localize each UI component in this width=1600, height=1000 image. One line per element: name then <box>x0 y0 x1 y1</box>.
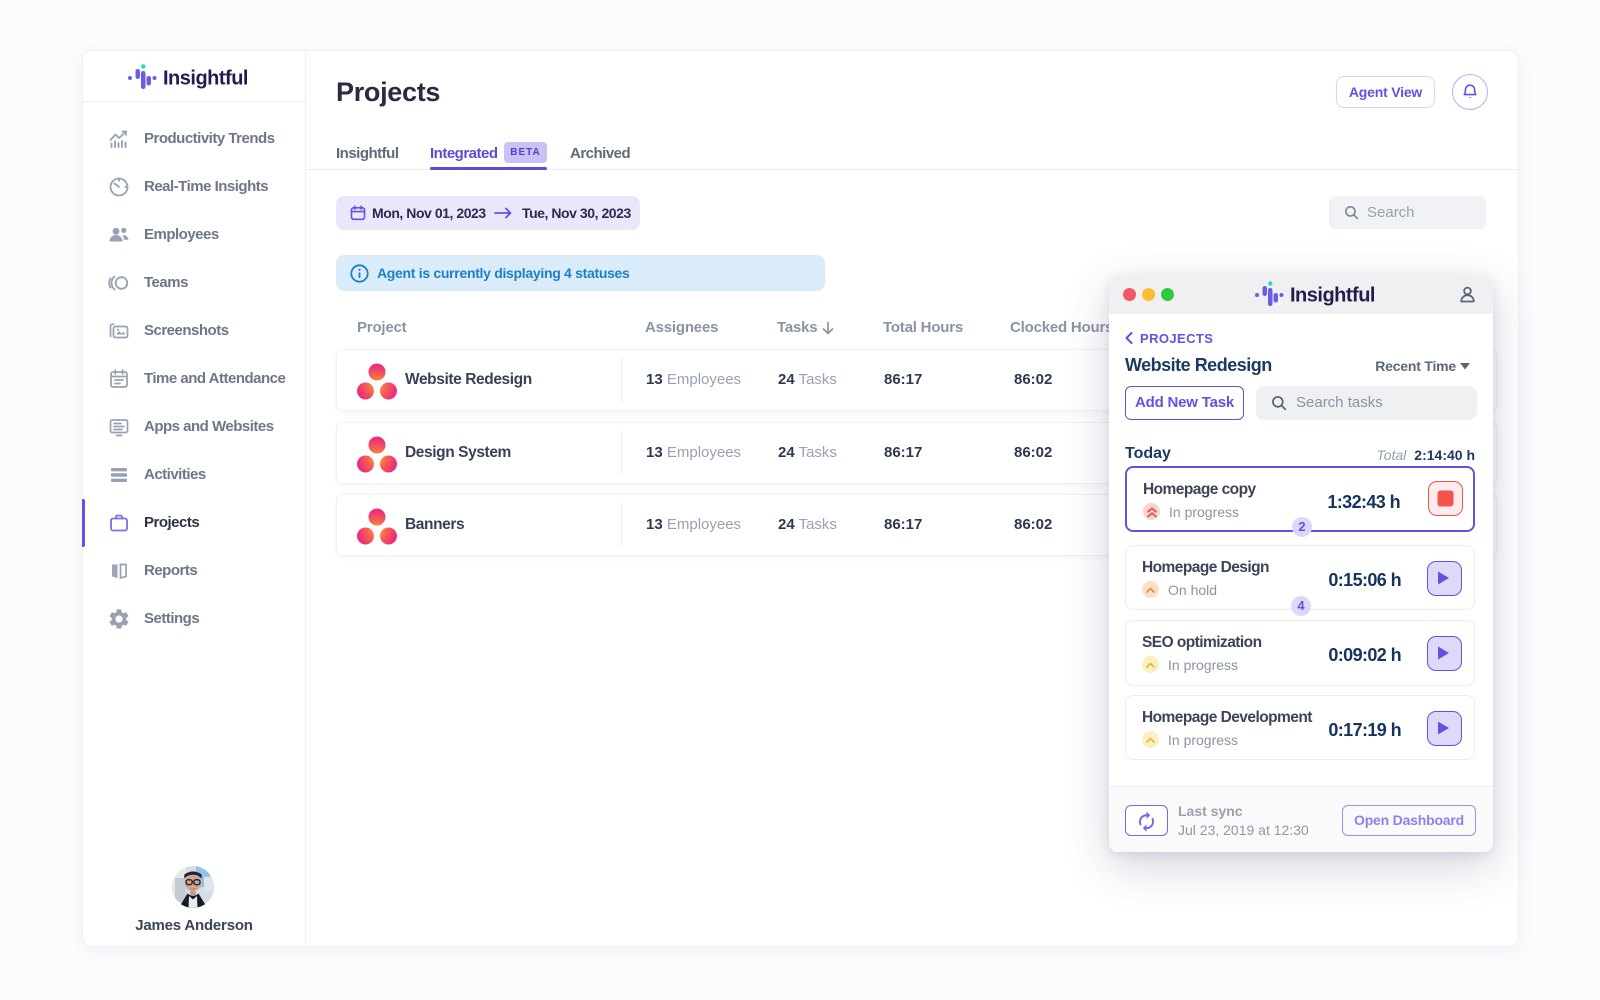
svg-text:Insightful: Insightful <box>163 68 248 90</box>
svg-text:Insightful: Insightful <box>1290 285 1375 307</box>
